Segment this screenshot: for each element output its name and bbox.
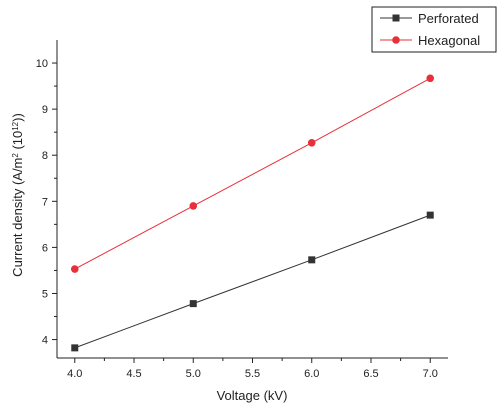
series-line-hexagonal	[74, 77, 431, 270]
x-tick-label: 5.0	[186, 368, 201, 380]
y-axis-label-end: ))	[10, 113, 25, 122]
y-axis-label-mid: (10	[10, 131, 25, 153]
data-point-hexagonal	[70, 265, 79, 273]
y-axis-label: Current density (A/m2 (1012))	[10, 113, 25, 277]
y-ticks: 4 5 6 7 8 9 10	[36, 58, 57, 347]
x-ticks: 4.0 4.5 5.0 5.5 6.0 6.5 7.0	[67, 358, 438, 380]
data-point-hexagonal	[426, 74, 435, 83]
series-line-perforated	[74, 214, 431, 349]
y-tick-label: 10	[36, 58, 48, 70]
data-point-perforated	[308, 256, 316, 264]
data-point-perforated	[71, 344, 79, 352]
x-tick-label: 6.5	[363, 368, 378, 380]
legend: Perforated Hexagonal	[371, 6, 497, 53]
y-tick-label: 5	[42, 288, 48, 300]
data-point-perforated	[189, 300, 197, 308]
legend-marker-perforated	[392, 14, 400, 22]
y-axis-label-sup2: 12	[11, 121, 20, 130]
y-tick-label: 6	[42, 242, 48, 254]
series-layer	[70, 74, 435, 352]
y-tick-label: 4	[42, 335, 48, 347]
legend-label-hexagonal: Hexagonal	[418, 33, 480, 48]
y-axis-label-sup1: 2	[11, 153, 20, 158]
x-tick-label: 5.5	[245, 368, 260, 380]
y-tick-label: 9	[42, 104, 48, 116]
x-axis-label: Voltage (kV)	[217, 388, 288, 403]
data-point-perforated	[426, 211, 434, 219]
y-tick-label: 7	[42, 196, 48, 208]
axes	[56, 40, 448, 359]
x-tick-label: 4.0	[67, 368, 82, 380]
legend-label-perforated: Perforated	[418, 11, 479, 26]
y-tick-label: 8	[42, 150, 48, 162]
x-tick-label: 7.0	[423, 368, 438, 380]
y-axis-label-main: Current density (A/m	[10, 158, 25, 277]
legend-marker-hexagonal	[392, 36, 400, 44]
data-point-hexagonal	[189, 202, 198, 210]
legend-items: Perforated Hexagonal	[380, 11, 480, 48]
data-point-hexagonal	[307, 138, 316, 147]
x-tick-label: 6.0	[304, 368, 319, 380]
x-tick-label: 4.5	[126, 368, 141, 380]
